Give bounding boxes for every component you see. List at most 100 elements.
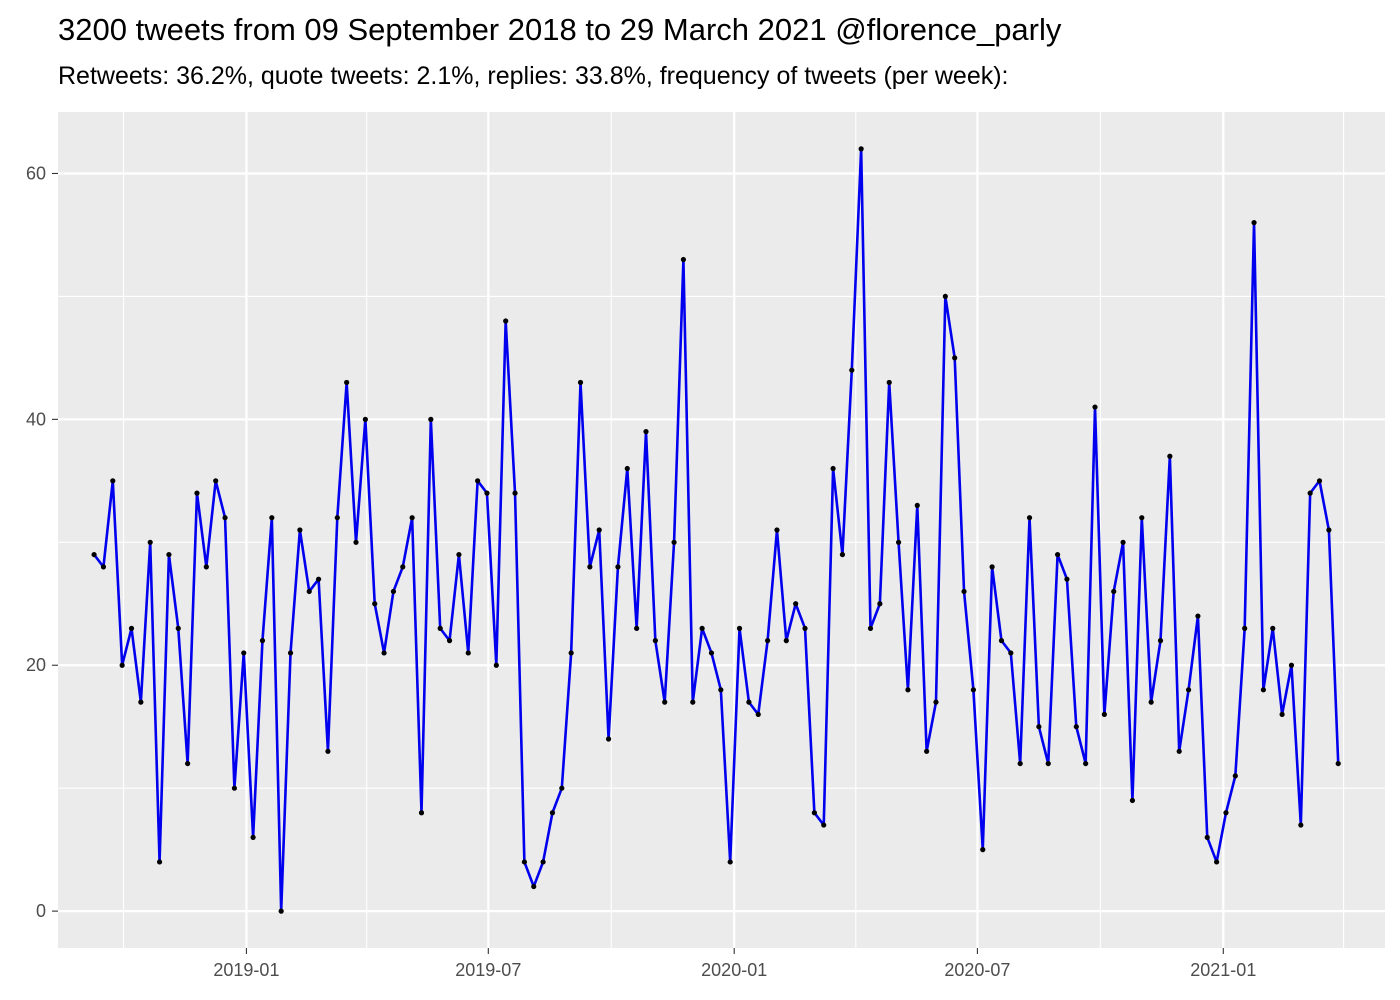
- data-point: [989, 564, 995, 570]
- data-point: [175, 625, 181, 631]
- data-point: [390, 588, 397, 595]
- data-point: [156, 859, 163, 865]
- data-point: [110, 478, 116, 484]
- data-point: [1139, 515, 1145, 521]
- data-point: [475, 478, 481, 484]
- data-point: [166, 551, 172, 558]
- data-point: [998, 638, 1005, 644]
- data-point: [446, 638, 453, 644]
- data-point: [811, 810, 817, 816]
- data-point: [1288, 662, 1295, 668]
- data-point: [353, 539, 359, 545]
- data-point: [1045, 760, 1051, 767]
- data-point: [895, 539, 902, 545]
- data-point: [465, 650, 471, 656]
- data-point: [1185, 687, 1192, 693]
- data-point: [877, 601, 883, 607]
- data-point: [297, 527, 303, 533]
- data-point: [924, 748, 930, 754]
- data-point: [400, 564, 406, 570]
- data-point: [1017, 760, 1023, 767]
- data-point: [1036, 724, 1042, 730]
- data-point: [1232, 773, 1238, 779]
- y-tick-label: 0: [36, 901, 46, 921]
- data-point: [1054, 551, 1061, 558]
- data-point: [1073, 724, 1079, 730]
- data-point: [147, 539, 153, 545]
- data-point: [241, 650, 247, 656]
- data-point: [278, 908, 284, 914]
- data-point: [755, 711, 761, 718]
- data-point: [549, 810, 556, 816]
- data-point: [867, 625, 874, 631]
- data-point: [250, 834, 256, 840]
- data-point: [849, 367, 855, 373]
- data-point: [362, 416, 368, 422]
- data-point: [1335, 760, 1341, 767]
- y-tick-label: 20: [26, 655, 46, 675]
- data-point: [231, 785, 237, 791]
- data-point: [418, 810, 425, 816]
- data-point: [222, 515, 228, 521]
- data-point: [933, 699, 939, 705]
- data-point: [437, 625, 443, 631]
- data-point: [886, 379, 892, 386]
- data-point: [746, 699, 752, 705]
- chart-subtitle: Retweets: 36.2%, quote tweets: 2.1%, rep…: [58, 62, 1009, 90]
- data-point: [1298, 822, 1304, 828]
- data-point: [1148, 699, 1154, 705]
- data-point: [634, 625, 640, 631]
- data-point: [185, 760, 191, 767]
- data-point: [315, 576, 322, 582]
- axes: 0 20 40 60 2019-01 2019-07 2020-01 2020-07 2021-…: [26, 163, 1256, 980]
- data-point: [428, 416, 434, 422]
- data-point: [839, 551, 846, 558]
- data-point: [138, 699, 144, 705]
- data-point: [344, 379, 350, 386]
- data-point: [1167, 453, 1173, 459]
- data-point: [970, 687, 977, 693]
- plot-panel: [58, 112, 1385, 948]
- data-point: [1111, 588, 1117, 595]
- data-point: [1223, 810, 1229, 816]
- data-point: [503, 318, 509, 324]
- data-point: [1092, 404, 1098, 410]
- data-point: [671, 539, 677, 545]
- data-point: [306, 588, 312, 595]
- data-point: [1064, 576, 1070, 582]
- data-point: [605, 736, 612, 742]
- data-point: [540, 859, 546, 865]
- data-point: [905, 687, 911, 693]
- data-point: [980, 847, 986, 853]
- data-point: [1251, 220, 1257, 226]
- data-point: [203, 564, 209, 570]
- data-point: [1176, 748, 1182, 754]
- data-point: [531, 883, 537, 890]
- data-point: [587, 564, 593, 570]
- data-point: [1316, 478, 1323, 484]
- data-point: [1260, 687, 1266, 693]
- data-point: [521, 859, 527, 865]
- data-point: [409, 515, 415, 521]
- data-point: [1279, 711, 1285, 718]
- data-point: [128, 625, 135, 631]
- data-point: [736, 625, 743, 631]
- data-point: [1101, 711, 1107, 718]
- data-point: [372, 601, 378, 607]
- data-point: [596, 527, 602, 533]
- data-point: [858, 146, 864, 152]
- data-point: [213, 478, 219, 484]
- grid-lines: [58, 112, 1385, 948]
- data-point: [718, 687, 724, 693]
- data-point: [680, 256, 687, 263]
- x-tick-label: 2019-01: [213, 960, 279, 980]
- data-point: [269, 515, 275, 521]
- data-point: [1129, 797, 1136, 804]
- data-point: [381, 650, 387, 656]
- data-point: [1195, 613, 1201, 619]
- data-point: [100, 564, 107, 570]
- data-point: [119, 662, 125, 668]
- y-tick-label: 40: [26, 409, 46, 429]
- data-point: [91, 551, 97, 558]
